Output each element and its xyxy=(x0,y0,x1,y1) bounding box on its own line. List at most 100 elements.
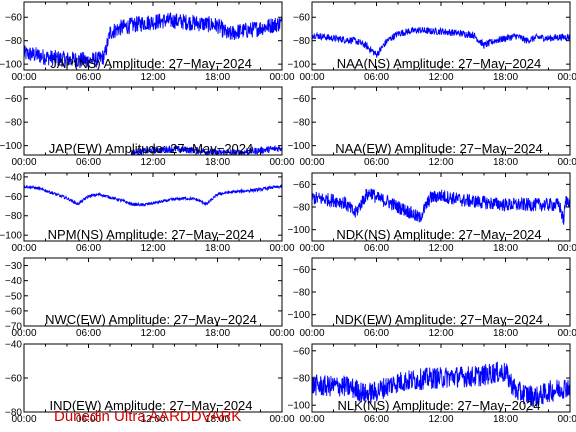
panel-5: 00:00 06:00 12:00 18:00 00:00 −40 −60 −80 −100 NP… xyxy=(0,172,295,254)
y-tick-label: −60 xyxy=(293,94,310,105)
x-tick-label: 18:00 xyxy=(493,157,518,168)
y-tick-label: −50 xyxy=(5,291,22,302)
x-tick-label: 12:00 xyxy=(140,414,165,425)
y-tick-label: −60 xyxy=(5,94,22,105)
x-tick-label: 18:00 xyxy=(205,157,230,168)
y-tick-label: −80 xyxy=(5,211,22,222)
y-tick-label: −100 xyxy=(0,60,22,71)
y-tick-label: −40 xyxy=(5,276,22,287)
y-tick-label: −80 xyxy=(293,374,310,385)
x-tick-label: 12:00 xyxy=(428,157,453,168)
x-tick-label: 00:00 xyxy=(557,72,576,83)
x-tick-label: 06:00 xyxy=(76,243,101,254)
y-tick-label: −80 xyxy=(5,118,22,129)
panel-9: 00:00 06:00 12:00 18:00 00:00 −40 −60 −80 IND(EW… xyxy=(5,340,295,426)
x-tick-label: 00:00 xyxy=(299,243,324,254)
panel-title: NAA(NS) Amplitude: 27−May−2024 xyxy=(337,56,542,71)
x-tick-label: 12:00 xyxy=(140,157,165,168)
x-tick-label: 00:00 xyxy=(299,157,324,168)
y-tick-label: −80 xyxy=(293,36,310,47)
y-tick-label: −60 xyxy=(5,374,22,385)
x-tick-label: 06:00 xyxy=(364,414,389,425)
x-tick-label: 06:00 xyxy=(364,157,389,168)
y-tick-label: −100 xyxy=(0,231,22,242)
panel-6: 00:00 06:00 12:00 18:00 00:00 −60 −80 −100 NDK(N… xyxy=(287,172,576,254)
x-tick-label: 12:00 xyxy=(428,414,453,425)
x-tick-label: 06:00 xyxy=(76,72,101,83)
y-tick-label: −100 xyxy=(287,225,310,236)
y-tick-label: −100 xyxy=(287,141,310,152)
y-tick-label: −60 xyxy=(293,13,310,24)
panel-8: 00:00 06:00 12:00 18:00 00:00 −60 −80 −100 NDK(E… xyxy=(287,257,576,339)
amplitude-trace xyxy=(24,184,282,207)
y-tick-label: −80 xyxy=(5,408,22,419)
y-tick-label: −60 xyxy=(5,192,22,203)
y-tick-label: −80 xyxy=(5,36,22,47)
x-tick-label: 00:00 xyxy=(11,328,36,339)
x-tick-label: 18:00 xyxy=(205,328,230,339)
panel-title: IND(EW) Amplitude: 27−May−2024 xyxy=(49,398,252,413)
x-tick-label: 18:00 xyxy=(493,414,518,425)
y-tick-label: −60 xyxy=(293,346,310,357)
y-tick-label: −70 xyxy=(5,322,22,333)
panel-title: JAP(EW) Amplitude: 27−May−2024 xyxy=(49,141,254,156)
amplitude-trace xyxy=(312,26,570,58)
x-tick-label: 00:00 xyxy=(557,243,576,254)
y-tick-label: −100 xyxy=(287,401,310,412)
x-tick-label: 18:00 xyxy=(493,72,518,83)
x-tick-label: 00:00 xyxy=(269,243,294,254)
y-tick-label: −30 xyxy=(5,261,22,272)
y-tick-label: −40 xyxy=(5,340,22,351)
x-tick-label: 00:00 xyxy=(299,414,324,425)
panel-7: 00:00 06:00 12:00 18:00 00:00 −30 −40 −50 −60 −70… xyxy=(5,257,295,339)
y-tick-label: −100 xyxy=(287,60,310,71)
x-tick-label: 06:00 xyxy=(76,414,101,425)
x-tick-label: 00:00 xyxy=(299,72,324,83)
panel-4: 00:00 06:00 12:00 18:00 00:00 −60 −80 −100 NAA(E… xyxy=(287,86,576,168)
x-tick-label: 18:00 xyxy=(493,328,518,339)
y-tick-label: −100 xyxy=(0,141,22,152)
x-tick-label: 00:00 xyxy=(11,414,36,425)
x-tick-label: 00:00 xyxy=(11,157,36,168)
y-tick-label: −60 xyxy=(293,265,310,276)
x-tick-label: 12:00 xyxy=(140,243,165,254)
amplitude-trace xyxy=(131,145,282,155)
y-tick-label: −80 xyxy=(293,203,310,214)
y-tick-label: −40 xyxy=(5,172,22,183)
y-tick-label: −80 xyxy=(293,288,310,299)
x-tick-label: 06:00 xyxy=(76,328,101,339)
x-tick-label: 12:00 xyxy=(428,328,453,339)
x-tick-label: 18:00 xyxy=(205,72,230,83)
y-tick-label: −60 xyxy=(293,180,310,191)
x-tick-label: 00:00 xyxy=(299,328,324,339)
x-tick-label: 00:00 xyxy=(269,328,294,339)
x-tick-label: 00:00 xyxy=(557,157,576,168)
amplitude-trace xyxy=(312,188,570,225)
panel-title: NWC(EW) Amplitude: 27−May−2024 xyxy=(45,312,257,327)
x-tick-label: 18:00 xyxy=(205,414,230,425)
x-tick-label: 12:00 xyxy=(140,72,165,83)
x-tick-label: 18:00 xyxy=(205,243,230,254)
x-tick-label: 00:00 xyxy=(11,243,36,254)
panel-title: NLK(NS) Amplitude: 27−May−2024 xyxy=(337,398,540,413)
footer-label: Dunedin Ultra AARDDVARK xyxy=(54,408,242,425)
panel-title: NDK(EW) Amplitude: 27−May−2024 xyxy=(335,312,543,327)
x-tick-label: 00:00 xyxy=(557,328,576,339)
panel-title: JAP(NS) Amplitude: 27−May−2024 xyxy=(50,56,252,71)
y-tick-label: −80 xyxy=(293,118,310,129)
x-tick-label: 00:00 xyxy=(269,414,294,425)
x-tick-label: 00:00 xyxy=(557,414,576,425)
y-tick-label: −60 xyxy=(5,306,22,317)
x-tick-label: 06:00 xyxy=(364,243,389,254)
x-tick-label: 06:00 xyxy=(364,328,389,339)
x-tick-label: 00:00 xyxy=(269,72,294,83)
x-tick-label: 18:00 xyxy=(493,243,518,254)
x-tick-label: 12:00 xyxy=(428,243,453,254)
y-tick-label: −60 xyxy=(5,13,22,24)
panel-3: 00:00 06:00 12:00 18:00 00:00 −60 −80 −100 JAP(E… xyxy=(0,86,295,168)
x-tick-label: 00:00 xyxy=(269,157,294,168)
amplitude-trace xyxy=(24,12,282,69)
x-tick-label: 12:00 xyxy=(428,72,453,83)
panel-10: 00:00 06:00 12:00 18:00 00:00 −60 −80 −100 NLK(N… xyxy=(287,343,576,425)
